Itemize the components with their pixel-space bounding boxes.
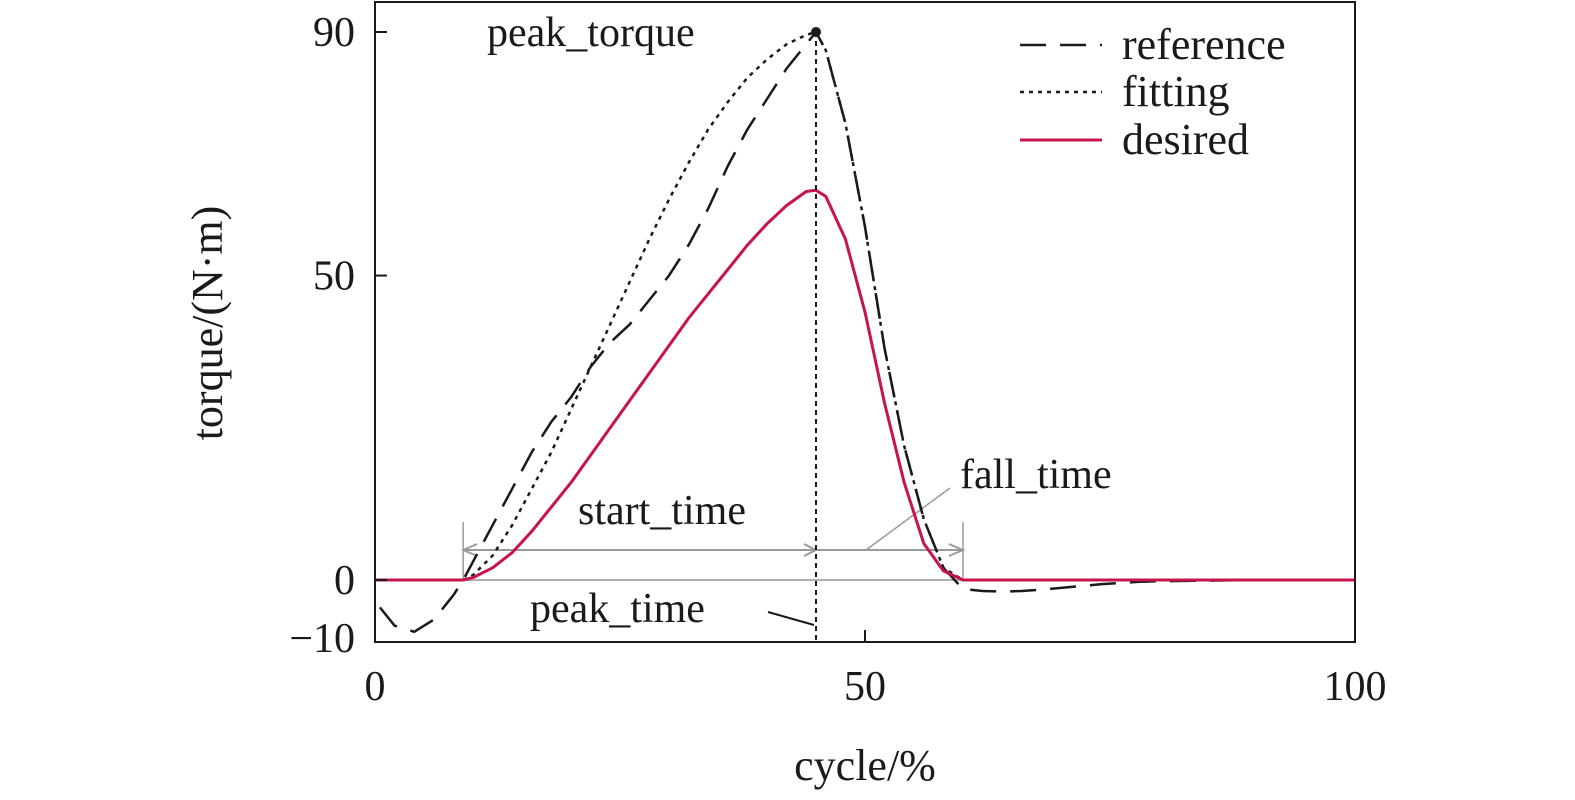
fall-arrowhead [948, 543, 966, 557]
annotation-peak-time: peak_time [530, 586, 705, 632]
annotation-fall-time: fall_time [960, 452, 1112, 498]
peak-layer [811, 27, 821, 642]
y-tick-label: 0 [334, 558, 355, 604]
annotation-peak-torque: peak_torque [487, 10, 695, 56]
x-axis-label: cycle/% [794, 741, 936, 790]
annotation-start-time: start_time [578, 488, 746, 534]
y-tick-label: −10 [289, 616, 355, 662]
peak-point [811, 27, 821, 37]
start-arrowhead [460, 543, 478, 557]
x-tick-label: 100 [1324, 664, 1387, 710]
y-tick-label: 50 [313, 254, 355, 300]
guide-lines [460, 487, 966, 626]
series-line-reference [378, 30, 1355, 634]
legend-label-desired: desired [1122, 115, 1249, 164]
fall-time-leader [865, 487, 951, 551]
legend-label-reference: reference [1122, 20, 1286, 69]
series-layer [375, 30, 1355, 634]
y-tick-label: 90 [313, 10, 355, 56]
x-tick-label: 0 [365, 664, 386, 710]
legend-label-fitting: fitting [1122, 67, 1230, 116]
series-line-fitting [462, 30, 964, 582]
peak-time-leader [767, 611, 815, 626]
x-tick-label: 50 [844, 664, 886, 710]
y-axis-label: torque/(N·m) [183, 206, 232, 441]
legend: reference fitting desired [1020, 20, 1286, 164]
series-line-desired [375, 188, 1355, 582]
